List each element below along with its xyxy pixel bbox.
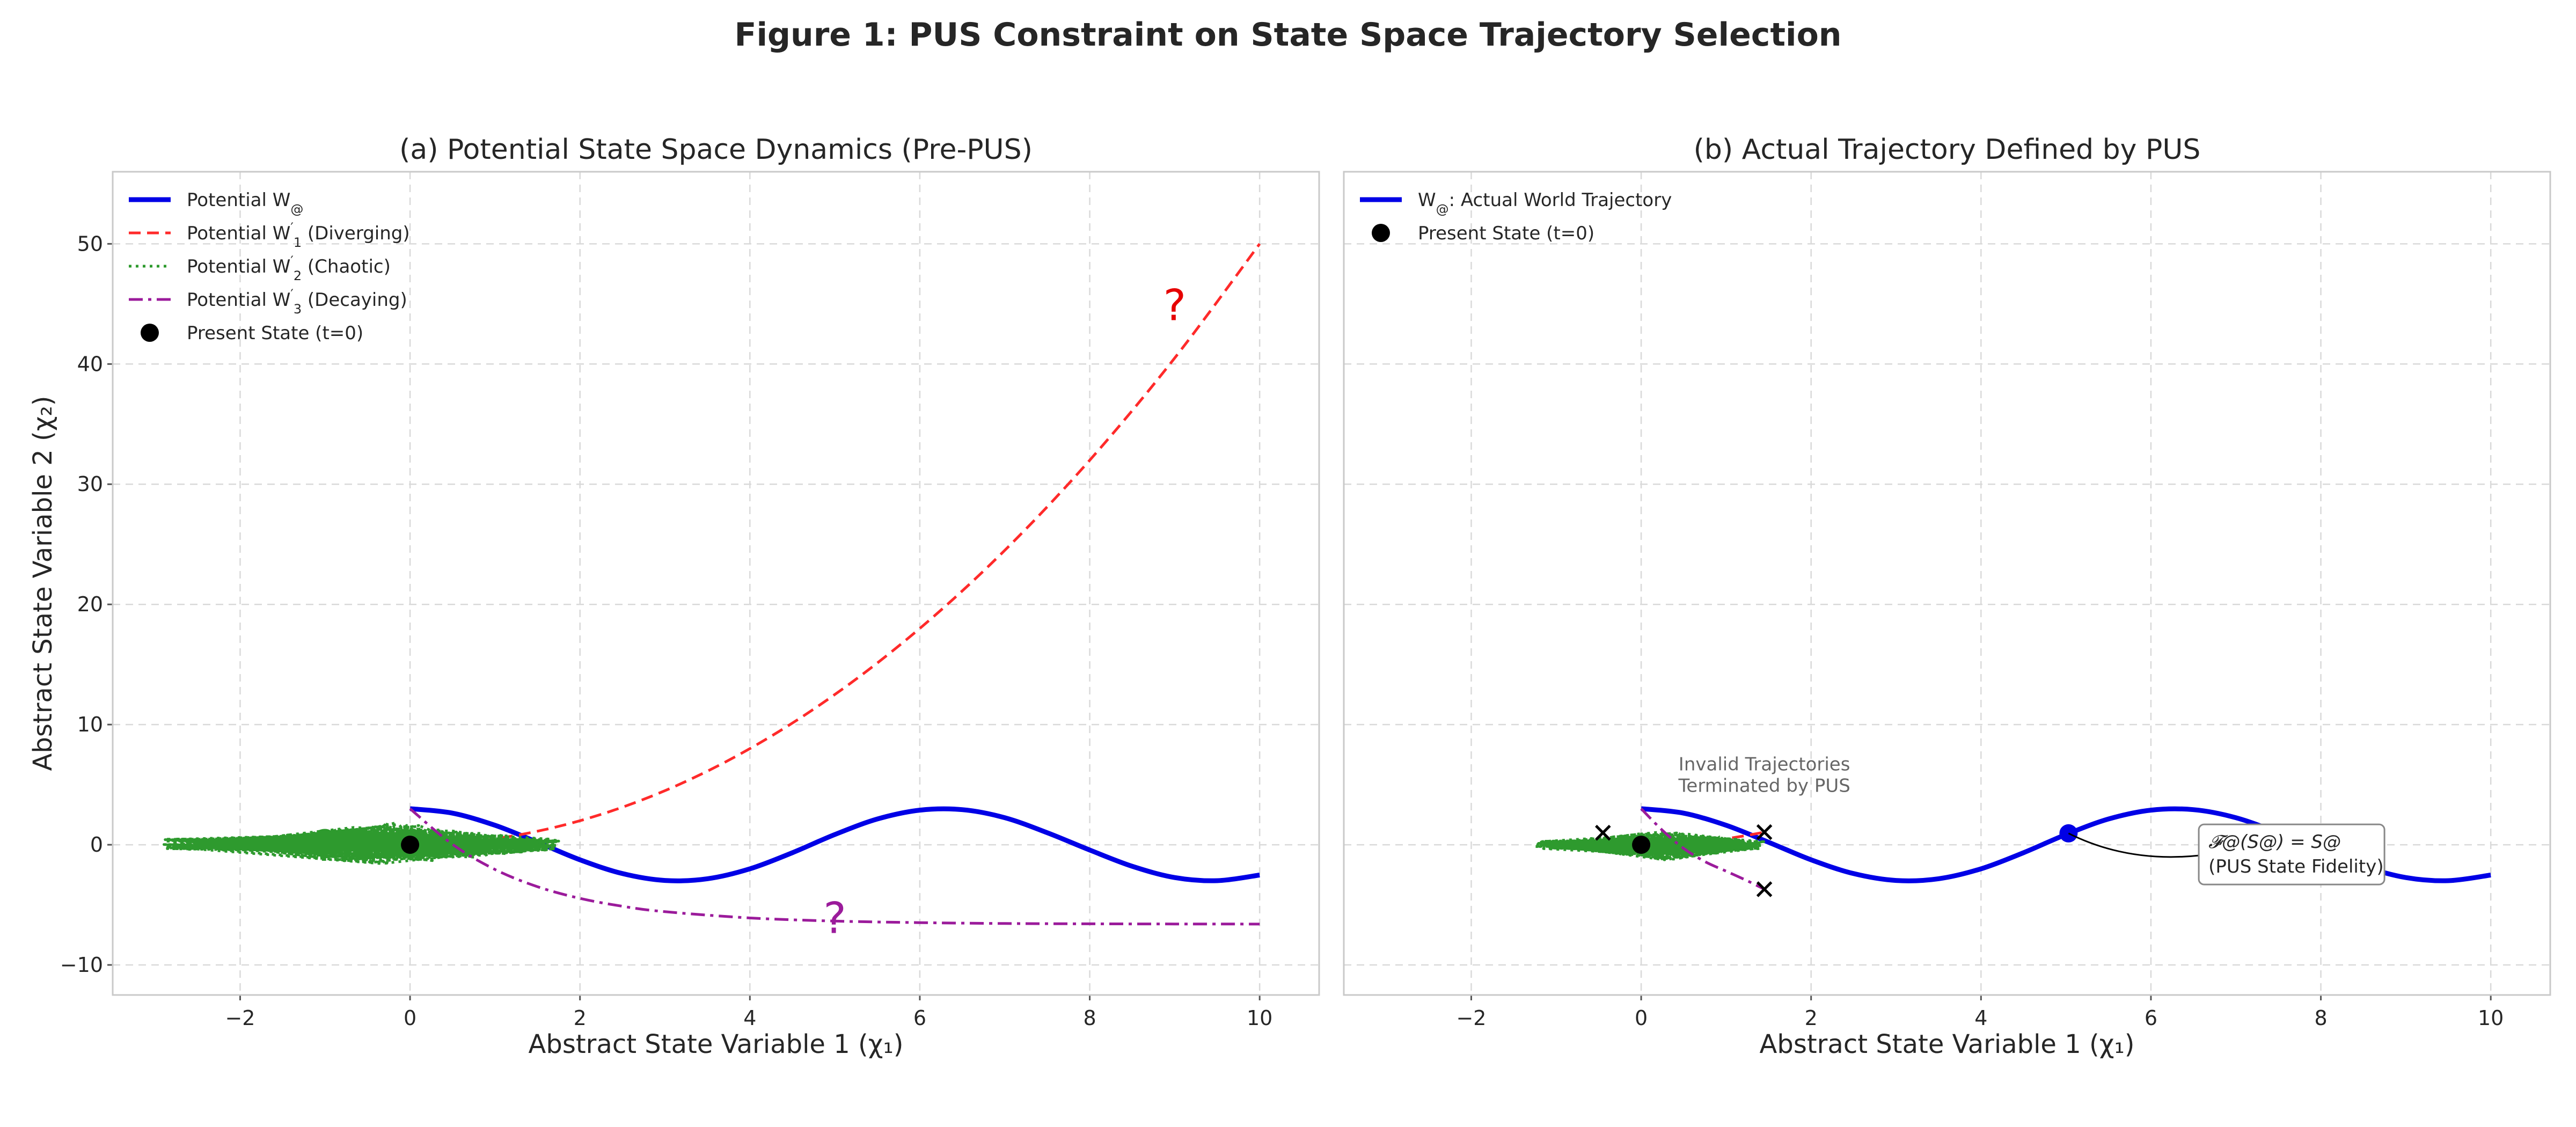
- panel-a-frame: [112, 171, 1320, 996]
- panel-b-termination-marker-2: [1595, 824, 1611, 841]
- panel-a-legend-0-label: Potential W@: [187, 189, 303, 217]
- panel-a-legend-present-swatch: [141, 324, 159, 342]
- panel-a-ytick-label: 50: [77, 232, 103, 255]
- panel-a-title: (a) Potential State Space Dynamics (Pre-…: [399, 134, 1033, 166]
- panel-b-legend-present-swatch: [1372, 224, 1390, 242]
- panel-a-legend-1-label: Potential W′1 (Diverging): [187, 220, 410, 250]
- panel-a-xtick-label: 10: [1247, 1006, 1272, 1030]
- panel-a-xtick-label: 4: [743, 1006, 756, 1030]
- svg-text:Invalid Trajectories: Invalid Trajectories: [1679, 753, 1850, 775]
- panel-b-xtick-label: 4: [1974, 1006, 1987, 1030]
- panel-a-ylabel: Abstract State Variable 2 (χ₂): [28, 396, 58, 771]
- panel-a-ytick-label: 30: [77, 472, 103, 496]
- panel-a-legend-2-label: Potential W′2 (Chaotic): [187, 253, 391, 283]
- panel-a-series-2: [163, 821, 560, 865]
- panel-b-series-2: [1533, 830, 1765, 861]
- panel-a: (a) Potential State Space Dynamics (Pre-…: [28, 134, 1320, 1059]
- panel-b-frame: [1343, 171, 2551, 996]
- panel-a-present-state-marker: [401, 836, 420, 854]
- panel-a-legend-3-label: Potential W′3 (Decaying): [187, 287, 407, 317]
- panel-a-xtick-label: 2: [574, 1006, 587, 1030]
- panel-a-xtick-label: 8: [1083, 1006, 1096, 1030]
- panel-a-xtick-label: 0: [404, 1006, 416, 1030]
- panel-b-fidelity-annotation: 𝓕@(S@) = S@ (PUS State Fidelity): [2068, 823, 2385, 885]
- panel-b-title: (b) Actual Trajectory Defined by PUS: [1694, 134, 2201, 166]
- panel-a-ytick-label: 0: [90, 833, 103, 857]
- panel-b-termination-marker-1: [1756, 881, 1773, 897]
- panel-a-ytick-label: 20: [77, 592, 103, 616]
- panel-a-series-3: [409, 807, 1260, 926]
- panel-b: (b) Actual Trajectory Defined by PUS −2 0…: [1343, 134, 2551, 1059]
- panel-b-xlabel: Abstract State Variable 1 (χ₁): [1760, 1029, 2135, 1059]
- svg-text:(PUS State Fidelity): (PUS State Fidelity): [2208, 856, 2384, 877]
- panel-b-xtick-label: −2: [1456, 1006, 1486, 1030]
- panel-b-xtick-label: 2: [1805, 1006, 1818, 1030]
- panel-a-xtick-label: 6: [913, 1006, 926, 1030]
- figure-title: Figure 1: PUS Constraint on State Space …: [734, 16, 1841, 54]
- panel-a-legend-present-label: Present State (t=0): [187, 323, 363, 344]
- panel-b-xtick-label: 0: [1635, 1006, 1648, 1030]
- svg-text:𝓕@(S@) = S@: 𝓕@(S@) = S@: [2208, 831, 2341, 853]
- panel-b-termination-marker-0: [1756, 824, 1773, 840]
- panel-a-xlabel: Abstract State Variable 1 (χ₁): [529, 1029, 904, 1059]
- panel-b-xtick-label: 10: [2478, 1006, 2504, 1030]
- panel-a-question-mark-0: ?: [1163, 280, 1186, 330]
- panel-b-legend-present-label: Present State (t=0): [1418, 223, 1594, 244]
- panel-a-series-1: [409, 243, 1261, 846]
- svg-text:Terminated by PUS: Terminated by PUS: [1678, 775, 1850, 796]
- panel-a-ytick-label: 10: [77, 713, 103, 736]
- panel-b-xtick-label: 8: [2314, 1006, 2327, 1030]
- panel-a-xtick-label: −2: [225, 1006, 255, 1030]
- panel-a-question-mark-2: ?: [823, 893, 846, 943]
- panel-b-legend-0-label: W@: Actual World Trajectory: [1418, 189, 1672, 217]
- panel-b-present-state-marker: [1632, 836, 1651, 854]
- panel-a-ytick-label: 40: [77, 352, 103, 376]
- panel-a-question-mark-1: ?: [314, 821, 336, 871]
- panel-b-xtick-label: 6: [2145, 1006, 2157, 1030]
- panel-a-ytick-label: −10: [60, 953, 103, 977]
- panel-b-series-3: [1640, 808, 1765, 891]
